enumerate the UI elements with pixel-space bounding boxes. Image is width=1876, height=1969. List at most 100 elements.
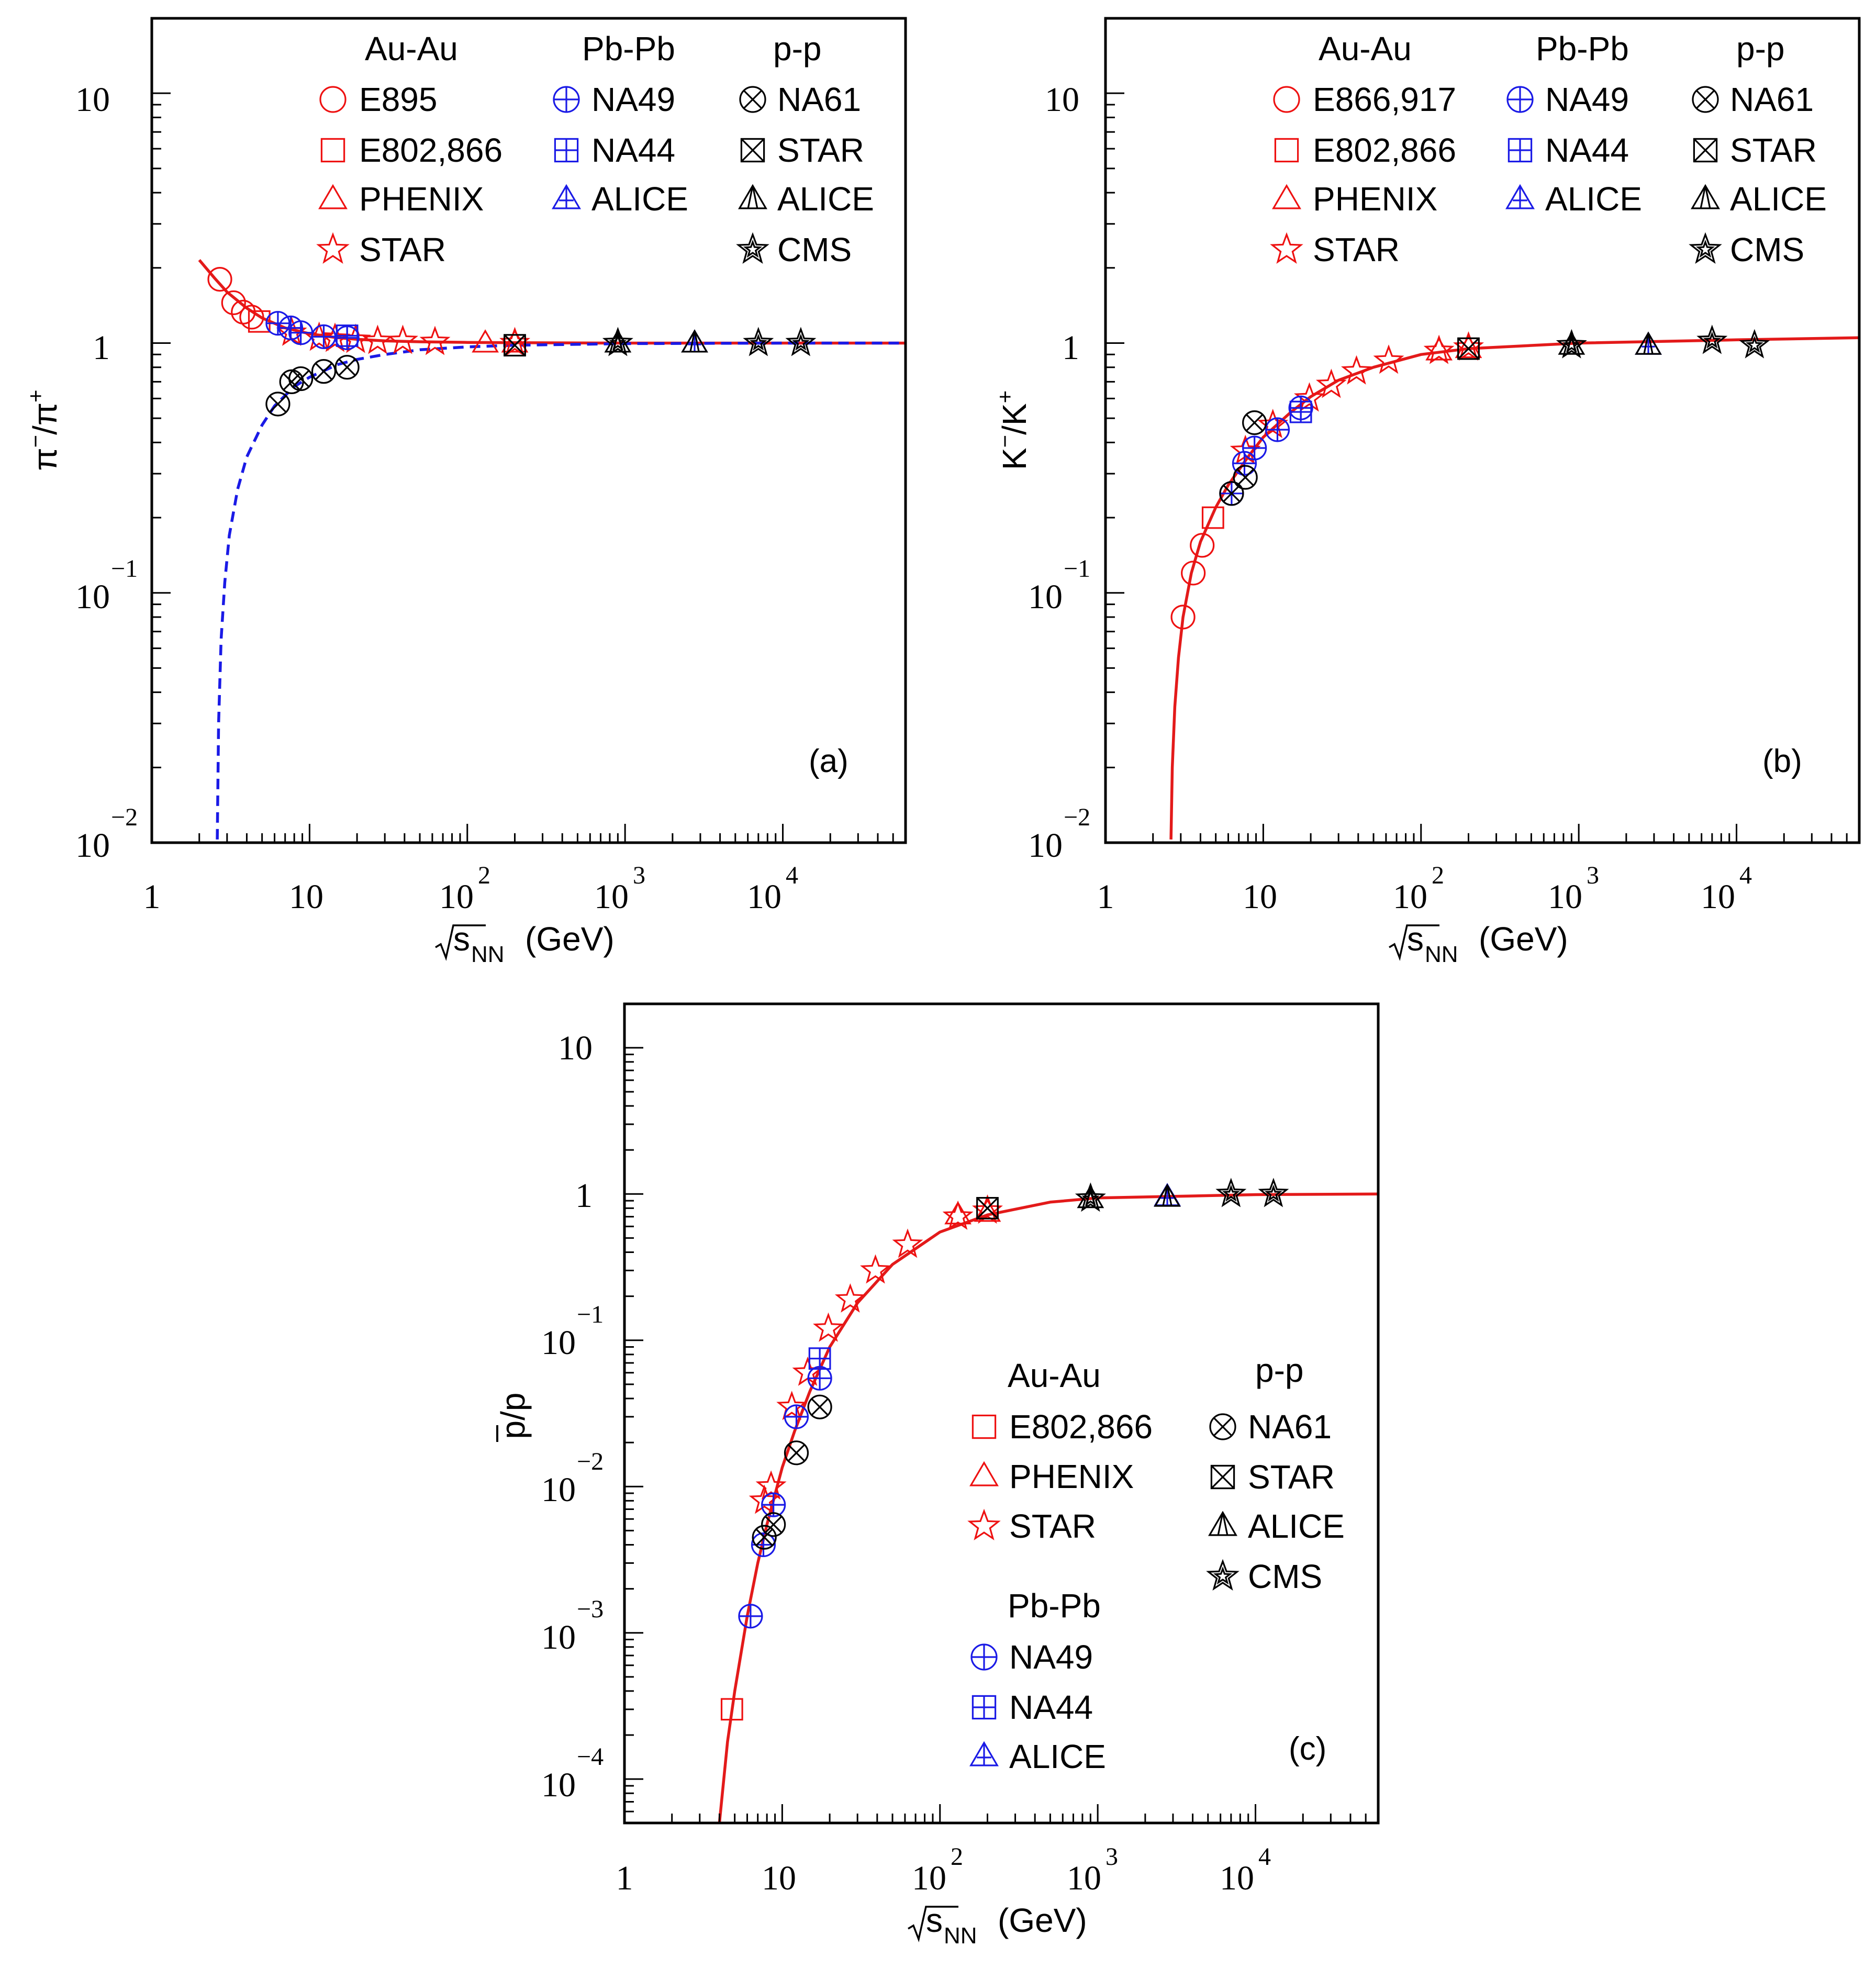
y-tick-label-10: 10 [558, 1029, 593, 1067]
legend-header-pb-pb: Pb-Pb [582, 30, 675, 68]
data-point [239, 305, 264, 330]
data-point [1219, 481, 1244, 506]
legend-symbol-na61 [739, 86, 766, 113]
y-axis-title-sup2: + [992, 390, 1017, 404]
x-tick-exp-100: 2 [951, 1843, 963, 1871]
legend-symbol-na44 [972, 1695, 997, 1720]
legend-label-na44: NA44 [1009, 1688, 1093, 1726]
data-point [501, 329, 529, 353]
legend-header-p-p: p-p [1736, 30, 1785, 68]
y-tick-exp-0.01: −2 [1064, 803, 1090, 831]
data-point [504, 334, 526, 357]
x-axis-title-unit: (GeV) [1479, 920, 1568, 958]
data-point [362, 325, 393, 354]
x-tick-label-1: 1 [143, 878, 161, 916]
data-point [752, 1525, 777, 1550]
legend-symbol-na49 [970, 1643, 998, 1671]
data-point [1556, 329, 1587, 359]
data-point [1294, 382, 1325, 412]
y-tick-label-10: 10 [75, 81, 110, 119]
data-point [738, 1604, 763, 1629]
legend-label-na49: NA49 [1009, 1638, 1093, 1676]
x-tick-exp-100: 2 [478, 862, 490, 889]
panel-label: (c) [1289, 1731, 1326, 1767]
data-point [720, 1698, 743, 1721]
data-point [334, 355, 360, 380]
x-tick-exp-10000: 4 [1739, 862, 1752, 889]
legend-label-na49: NA49 [1545, 81, 1629, 118]
plot-frame [1104, 17, 1861, 844]
data-point [944, 1201, 972, 1225]
panel-b: 10 1 10 −1 10 −2 1 10 10 2 10 3 10 4 s N… [992, 17, 1861, 967]
x-axis-title-main: s [1407, 920, 1424, 958]
data-point [776, 1391, 808, 1420]
data-point [974, 1198, 1001, 1222]
tick-layer [624, 1047, 1379, 1823]
data-point [784, 1440, 809, 1465]
x-axis-title-unit: (GeV) [525, 920, 615, 958]
panel-label: (b) [1762, 743, 1802, 779]
legend-symbol-e895 [319, 86, 347, 113]
data-point [1215, 1178, 1247, 1207]
y-axis-title-sup1: − [992, 435, 1017, 448]
legend-symbol-phenix [969, 1461, 999, 1486]
legend-label-star-pp: STAR [1248, 1458, 1335, 1496]
data-point [221, 290, 246, 316]
legend-label-na44: NA44 [591, 131, 675, 169]
legend-symbol-star [316, 232, 350, 264]
x-tick-label-10000: 10 [1220, 1859, 1254, 1897]
legend-symbol-phenix [318, 184, 348, 209]
plot-frame [623, 1002, 1380, 1825]
data-point [1181, 561, 1206, 586]
sqrt-sign-icon [1389, 924, 1439, 961]
legend-symbol-e802 [972, 1414, 997, 1439]
data-point [1315, 368, 1347, 398]
data-point [419, 326, 451, 355]
data-point [1170, 605, 1196, 630]
y-axis-title-sup2: + [23, 389, 48, 402]
x-tick-label-1000: 10 [594, 878, 629, 916]
data-point [1265, 417, 1290, 442]
data-point [1242, 410, 1267, 435]
legend-label-star-pp: STAR [1730, 131, 1817, 169]
y-tick-exp-0.0001: −4 [577, 1743, 604, 1771]
data-point [265, 391, 291, 417]
panel-label: (a) [809, 743, 848, 779]
legend-label-phenix: PHENIX [1313, 180, 1437, 218]
y-axis-title-text: p/p [494, 1393, 532, 1439]
legend-label-na61: NA61 [777, 81, 861, 118]
y-tick-label-1: 1 [575, 1177, 593, 1215]
y-tick-label-0.1: 10 [75, 578, 110, 616]
x-axis-title-main: s [926, 1901, 943, 1939]
data-point [1373, 344, 1404, 374]
data-point [288, 320, 314, 345]
data-point [265, 311, 291, 336]
legend: Au-Au E802,866 PHENIX STAR Pb-Pb NA49 NA… [967, 1351, 1345, 1775]
data-point [807, 1394, 832, 1419]
legend-label-cms: CMS [1730, 231, 1804, 268]
x-tick-label-10: 10 [289, 878, 323, 916]
data-point [1696, 325, 1728, 354]
legend-symbol-star-pp [1210, 1464, 1235, 1490]
legend-symbol-alice-pp [1691, 184, 1720, 209]
y-tick-label-0.1: 10 [541, 1324, 576, 1362]
legend-header-pb-pb: Pb-Pb [1008, 1587, 1101, 1625]
legend-label-e802: E802,866 [359, 131, 502, 169]
legend-symbol-star-pp [740, 138, 765, 163]
x-tick-label-10: 10 [762, 1859, 796, 1897]
legend-label-cms: CMS [1248, 1558, 1322, 1595]
data-point [1201, 506, 1224, 529]
legend-symbol-cms [736, 232, 769, 264]
y-tick-exp-0.01: −2 [111, 803, 138, 831]
x-axis-title: s NN (GeV) [908, 1901, 1087, 1949]
data-point [1075, 1182, 1106, 1212]
legend-label-phenix: PHENIX [359, 180, 484, 218]
legend-symbol-alice-pb [552, 184, 581, 209]
y-axis-title-base: π [26, 448, 64, 471]
data-point [859, 1254, 891, 1284]
panel-a: 10 1 10 −1 10 −2 1 10 10 2 10 3 10 4 s N… [23, 17, 907, 967]
data-point [785, 327, 817, 356]
x-tick-label-10000: 10 [747, 878, 781, 916]
y-axis-title-base: p [494, 1420, 532, 1439]
legend-symbol-phenix [1272, 184, 1301, 209]
